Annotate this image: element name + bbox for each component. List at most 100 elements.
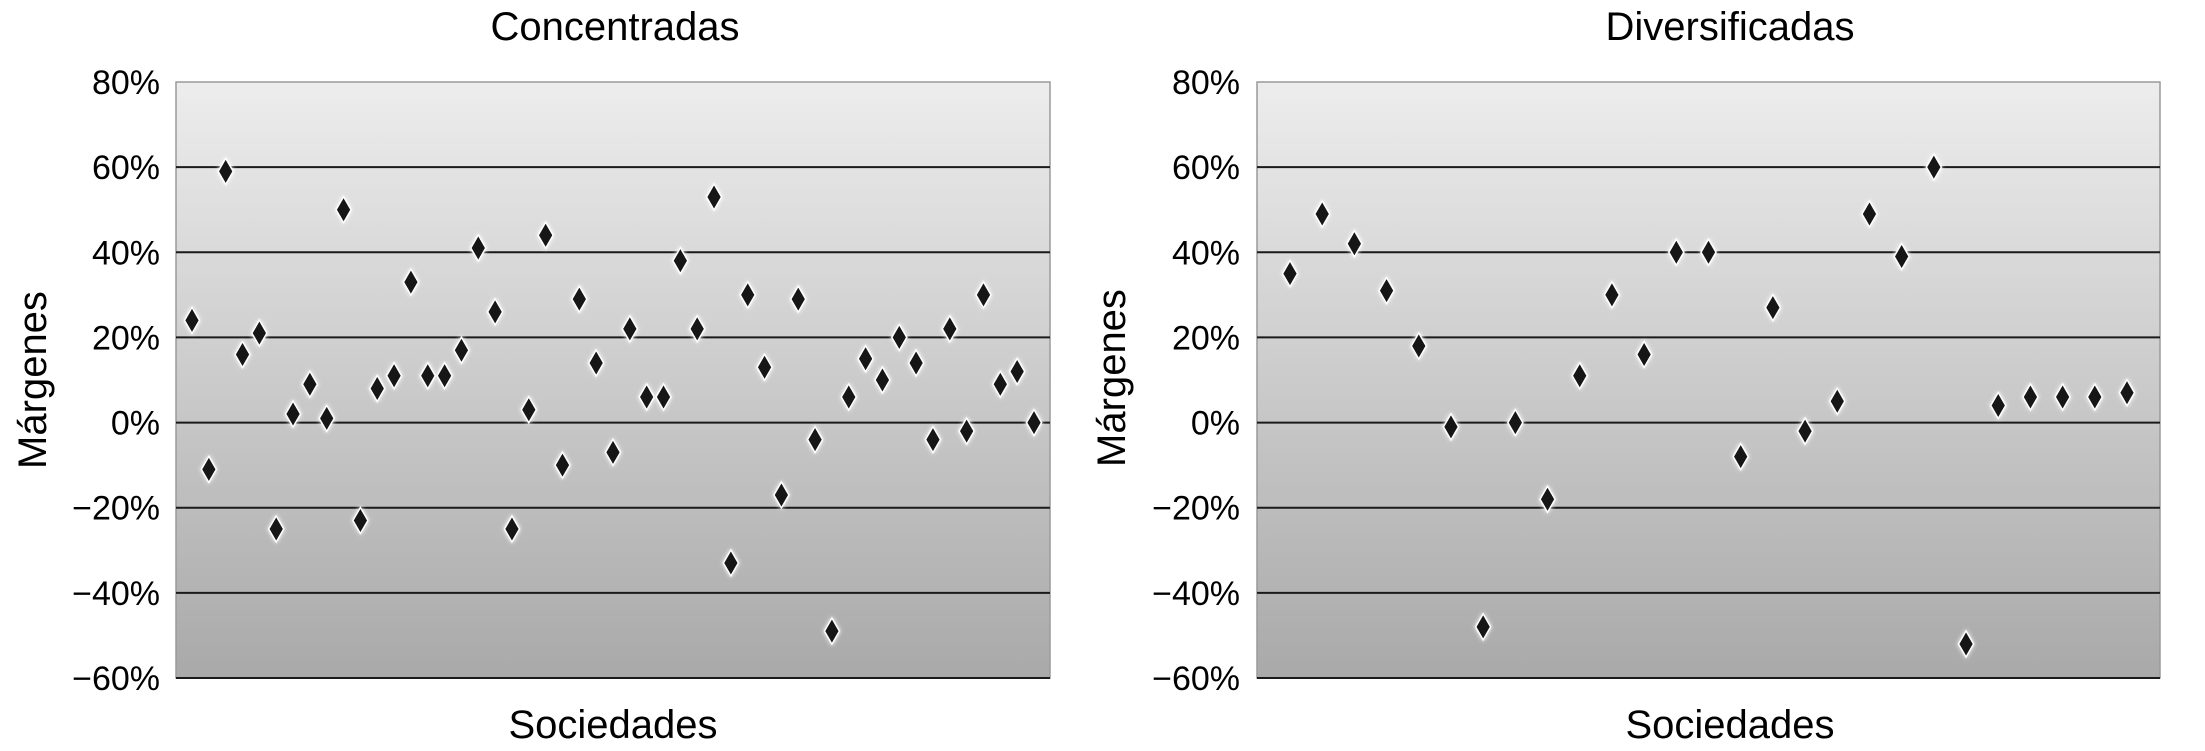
data-point [975,280,992,310]
data-point [1667,237,1685,267]
data-point [1828,386,1846,416]
data-point [874,365,891,395]
data-point [419,361,437,391]
data-point [907,348,925,378]
data-point [250,318,268,348]
data-point [486,297,504,327]
data-point [1957,629,1975,659]
data-point [469,233,487,263]
chart-title: Diversificadas [1606,5,1855,49]
data-point [991,369,1009,399]
data-point [1989,391,2007,421]
data-point [2022,382,2039,412]
data-point [789,284,807,314]
data-point [638,382,656,412]
data-point [1346,229,1363,259]
data-point [587,348,605,378]
data-point [1925,152,1943,182]
y-tick-label: 0% [111,405,160,443]
data-point [621,314,639,344]
chart-title: Concentradas [490,5,739,49]
y-tick-label: 60% [92,149,160,187]
y-tick-label: 80% [92,64,160,102]
data-point [705,182,723,212]
chart-diversificadas: Diversificadas 80% 60% 40% 20% 0% −20% −40% −60… [1090,5,2161,747]
data-point [537,220,555,250]
data-point [1571,361,1589,391]
data-point [604,437,622,467]
data-point [1732,442,1750,472]
x-axis-label: Sociedades [508,703,717,747]
data-point [1442,412,1460,442]
data-point [385,361,403,391]
y-axis-label: Márgenes [11,291,55,469]
data-point [1700,237,1717,267]
data-point [924,425,942,455]
data-point [1506,408,1524,438]
data-point [2086,382,2104,412]
data-point [335,195,352,225]
data-point [840,382,858,412]
y-tick-label: 20% [92,319,160,357]
data-point [806,425,824,455]
data-point [890,322,908,352]
data-point [554,450,571,480]
y-tick-label: −20% [1152,490,1240,528]
data-point [503,514,521,544]
data-point [1025,408,1043,438]
y-tick-label: 0% [1191,405,1240,443]
y-tick-label: −20% [72,490,160,528]
data-point [284,399,302,429]
data-point [200,454,218,484]
data-point [823,616,841,646]
data-point [1008,356,1026,386]
y-tick-label: 80% [1172,64,1240,102]
data-point [688,314,706,344]
chart-concentradas: Concentradas 80%60%40%20%0%−20%−40%−60% … [11,5,1051,747]
data-point [318,403,336,433]
data-point [520,395,538,425]
data-point [2054,382,2071,412]
y-axis-label: Márgenes [1090,289,1134,467]
data-point [1796,416,1814,446]
y-tick-label: −60% [72,660,160,698]
gridlines [1257,166,2160,679]
data-points [183,156,1043,646]
data-point [857,344,874,374]
y-tick-label: 40% [1172,234,1240,272]
data-point [722,548,740,578]
data-point [1764,293,1782,323]
data-point [453,335,470,365]
y-tick-label: −60% [1152,660,1240,698]
plot-area [175,81,1051,679]
y-tick-label: 20% [1172,319,1240,357]
x-axis-label: Sociedades [1625,703,1834,747]
y-tick-labels: 80% 60% 40% 20% 0% −20% −40% −60% [1152,64,1240,698]
data-point [1539,484,1556,514]
data-point [301,369,319,399]
data-point [234,339,251,369]
data-point [402,267,420,297]
y-tick-label: 60% [1172,149,1240,187]
data-point [217,156,235,186]
data-point [655,382,672,412]
data-point [773,480,790,510]
data-point [941,314,959,344]
data-point [2118,378,2136,408]
data-point [1313,199,1331,229]
data-point [1603,280,1621,310]
data-point [756,352,773,382]
y-tick-labels: 80% 60% 40% 20% 0% −20% −40% −60% [72,64,160,698]
data-point [1893,242,1911,272]
data-point [267,514,285,544]
data-point [436,361,453,391]
data-point [368,374,386,404]
data-points [1281,152,2136,659]
data-point [1474,612,1492,642]
data-point [570,284,588,314]
data-point [671,246,689,276]
data-point [352,505,369,535]
y-tick-label: −40% [72,575,160,613]
